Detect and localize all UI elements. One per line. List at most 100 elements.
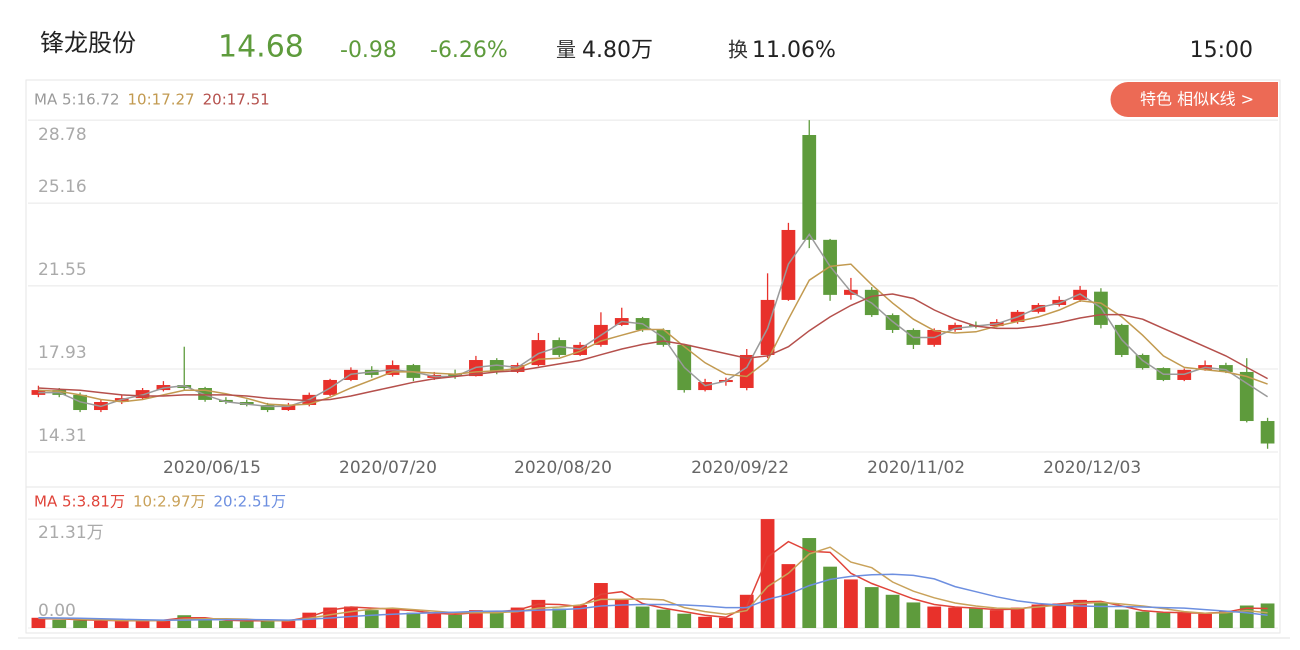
- volume-bar: [614, 599, 629, 628]
- volume-bar: [739, 594, 754, 628]
- turnover: 11.06%: [752, 38, 836, 63]
- volume-bar: [844, 579, 858, 628]
- volume-bar: [906, 602, 921, 628]
- candle-body: [1219, 365, 1233, 372]
- candle-body: [739, 354, 754, 389]
- volume-bar: [135, 620, 150, 628]
- volume-bar: [677, 613, 692, 628]
- volume-bar: [510, 607, 525, 628]
- volume-bar: [239, 621, 254, 628]
- badge[interactable]: 特色 相似K线 >: [1110, 82, 1279, 117]
- x-tick-label: 2020/08/20: [514, 458, 612, 478]
- candle-body: [573, 344, 587, 355]
- x-tick-label: 2020/12/03: [1043, 458, 1141, 478]
- change: -0.98: [340, 38, 397, 63]
- badge-bg[interactable]: [1110, 82, 1279, 117]
- volume-bar: [469, 610, 483, 628]
- volume: 4.80万: [582, 38, 653, 63]
- x-tick-label: 2020/06/15: [163, 458, 261, 478]
- volume-bar: [385, 608, 400, 628]
- volume-bar: [531, 599, 546, 628]
- volume-bar: [969, 608, 983, 628]
- ma-line: [38, 293, 1268, 402]
- candle-body: [281, 404, 296, 411]
- volume-bar: [552, 608, 567, 628]
- candle-body: [198, 388, 212, 400]
- volume-bar: [927, 606, 942, 628]
- volume-bar: [1156, 612, 1171, 628]
- y-tick-label: 28.78: [38, 125, 87, 145]
- volume-bar: [719, 617, 733, 628]
- ma-line: [38, 540, 1268, 622]
- volume-bar: [489, 612, 504, 628]
- volume-bar: [260, 620, 275, 628]
- candle-body: [1135, 354, 1150, 369]
- ma-legend: 10:17.27: [128, 91, 195, 109]
- volume-bar: [1052, 603, 1067, 628]
- volume-bar: [31, 617, 46, 628]
- y-tick-label: 21.55: [38, 260, 87, 280]
- badge-text[interactable]: 特色 相似K线 >: [1140, 90, 1254, 109]
- candle-body: [802, 135, 817, 240]
- volume-bar: [427, 613, 442, 628]
- volume-bar: [281, 620, 296, 628]
- candle-body: [448, 374, 462, 377]
- volume-bar: [635, 606, 650, 628]
- ma-line: [38, 263, 1268, 406]
- volume-bar: [760, 519, 775, 628]
- price: 14.68: [218, 30, 304, 65]
- candle-body: [177, 385, 192, 389]
- volume-bar: [156, 619, 171, 628]
- volume-bar: [52, 619, 67, 628]
- ma-legend: 10:2.97万: [133, 493, 206, 511]
- volume-bar: [94, 620, 108, 628]
- volume-bar: [1198, 613, 1212, 628]
- volume-bar: [1260, 603, 1275, 628]
- candle-body: [219, 399, 233, 402]
- frame: [25, 79, 1281, 634]
- volume-bar: [573, 605, 587, 628]
- candle-body: [1239, 371, 1254, 422]
- volume-bar: [948, 607, 962, 628]
- y-tick-label: 25.16: [38, 177, 87, 197]
- volume-bar: [864, 587, 879, 628]
- volume-bar: [885, 594, 900, 628]
- ma-legend: 20:17.51: [203, 91, 270, 109]
- y-tick-label: 14.31: [38, 426, 87, 446]
- volume-bar: [406, 612, 421, 628]
- turnover-label: 换: [728, 38, 748, 62]
- ma-line: [38, 232, 1269, 408]
- volume-bar: [698, 616, 712, 628]
- candle-body: [489, 360, 504, 372]
- volume-bar: [1219, 610, 1233, 628]
- y-tick-label: 17.93: [38, 343, 87, 363]
- candle-body: [552, 340, 567, 355]
- ma-legend: MA 5:16.72: [34, 91, 120, 109]
- y-tick-label: 21.31万: [38, 523, 104, 543]
- volume-bar: [448, 614, 462, 628]
- candle-body: [948, 324, 962, 330]
- change-pct: -6.26%: [430, 38, 508, 63]
- x-tick-label: 2020/07/20: [339, 458, 437, 478]
- volume-bar: [823, 566, 837, 628]
- volume-bar: [1114, 609, 1129, 628]
- candle-body: [135, 390, 150, 399]
- volume-bar: [802, 538, 817, 628]
- volume-label: 量: [556, 38, 576, 62]
- volume-bar: [1177, 612, 1192, 628]
- candle-body: [260, 404, 275, 411]
- volume-bar: [989, 610, 1004, 628]
- volume-bar: [73, 620, 87, 628]
- volume-bar: [219, 620, 233, 628]
- volume-bar: [302, 612, 317, 628]
- volume-bar: [1031, 604, 1046, 628]
- x-tick-label: 2020/09/22: [691, 458, 789, 478]
- y-tick-label: 0.00: [38, 601, 76, 621]
- ma-line: [38, 573, 1268, 621]
- stock-name: 锋龙股份: [40, 29, 136, 57]
- volume-bar: [1135, 611, 1150, 628]
- volume-bar: [198, 619, 212, 628]
- x-tick-label: 2020/11/02: [867, 458, 965, 478]
